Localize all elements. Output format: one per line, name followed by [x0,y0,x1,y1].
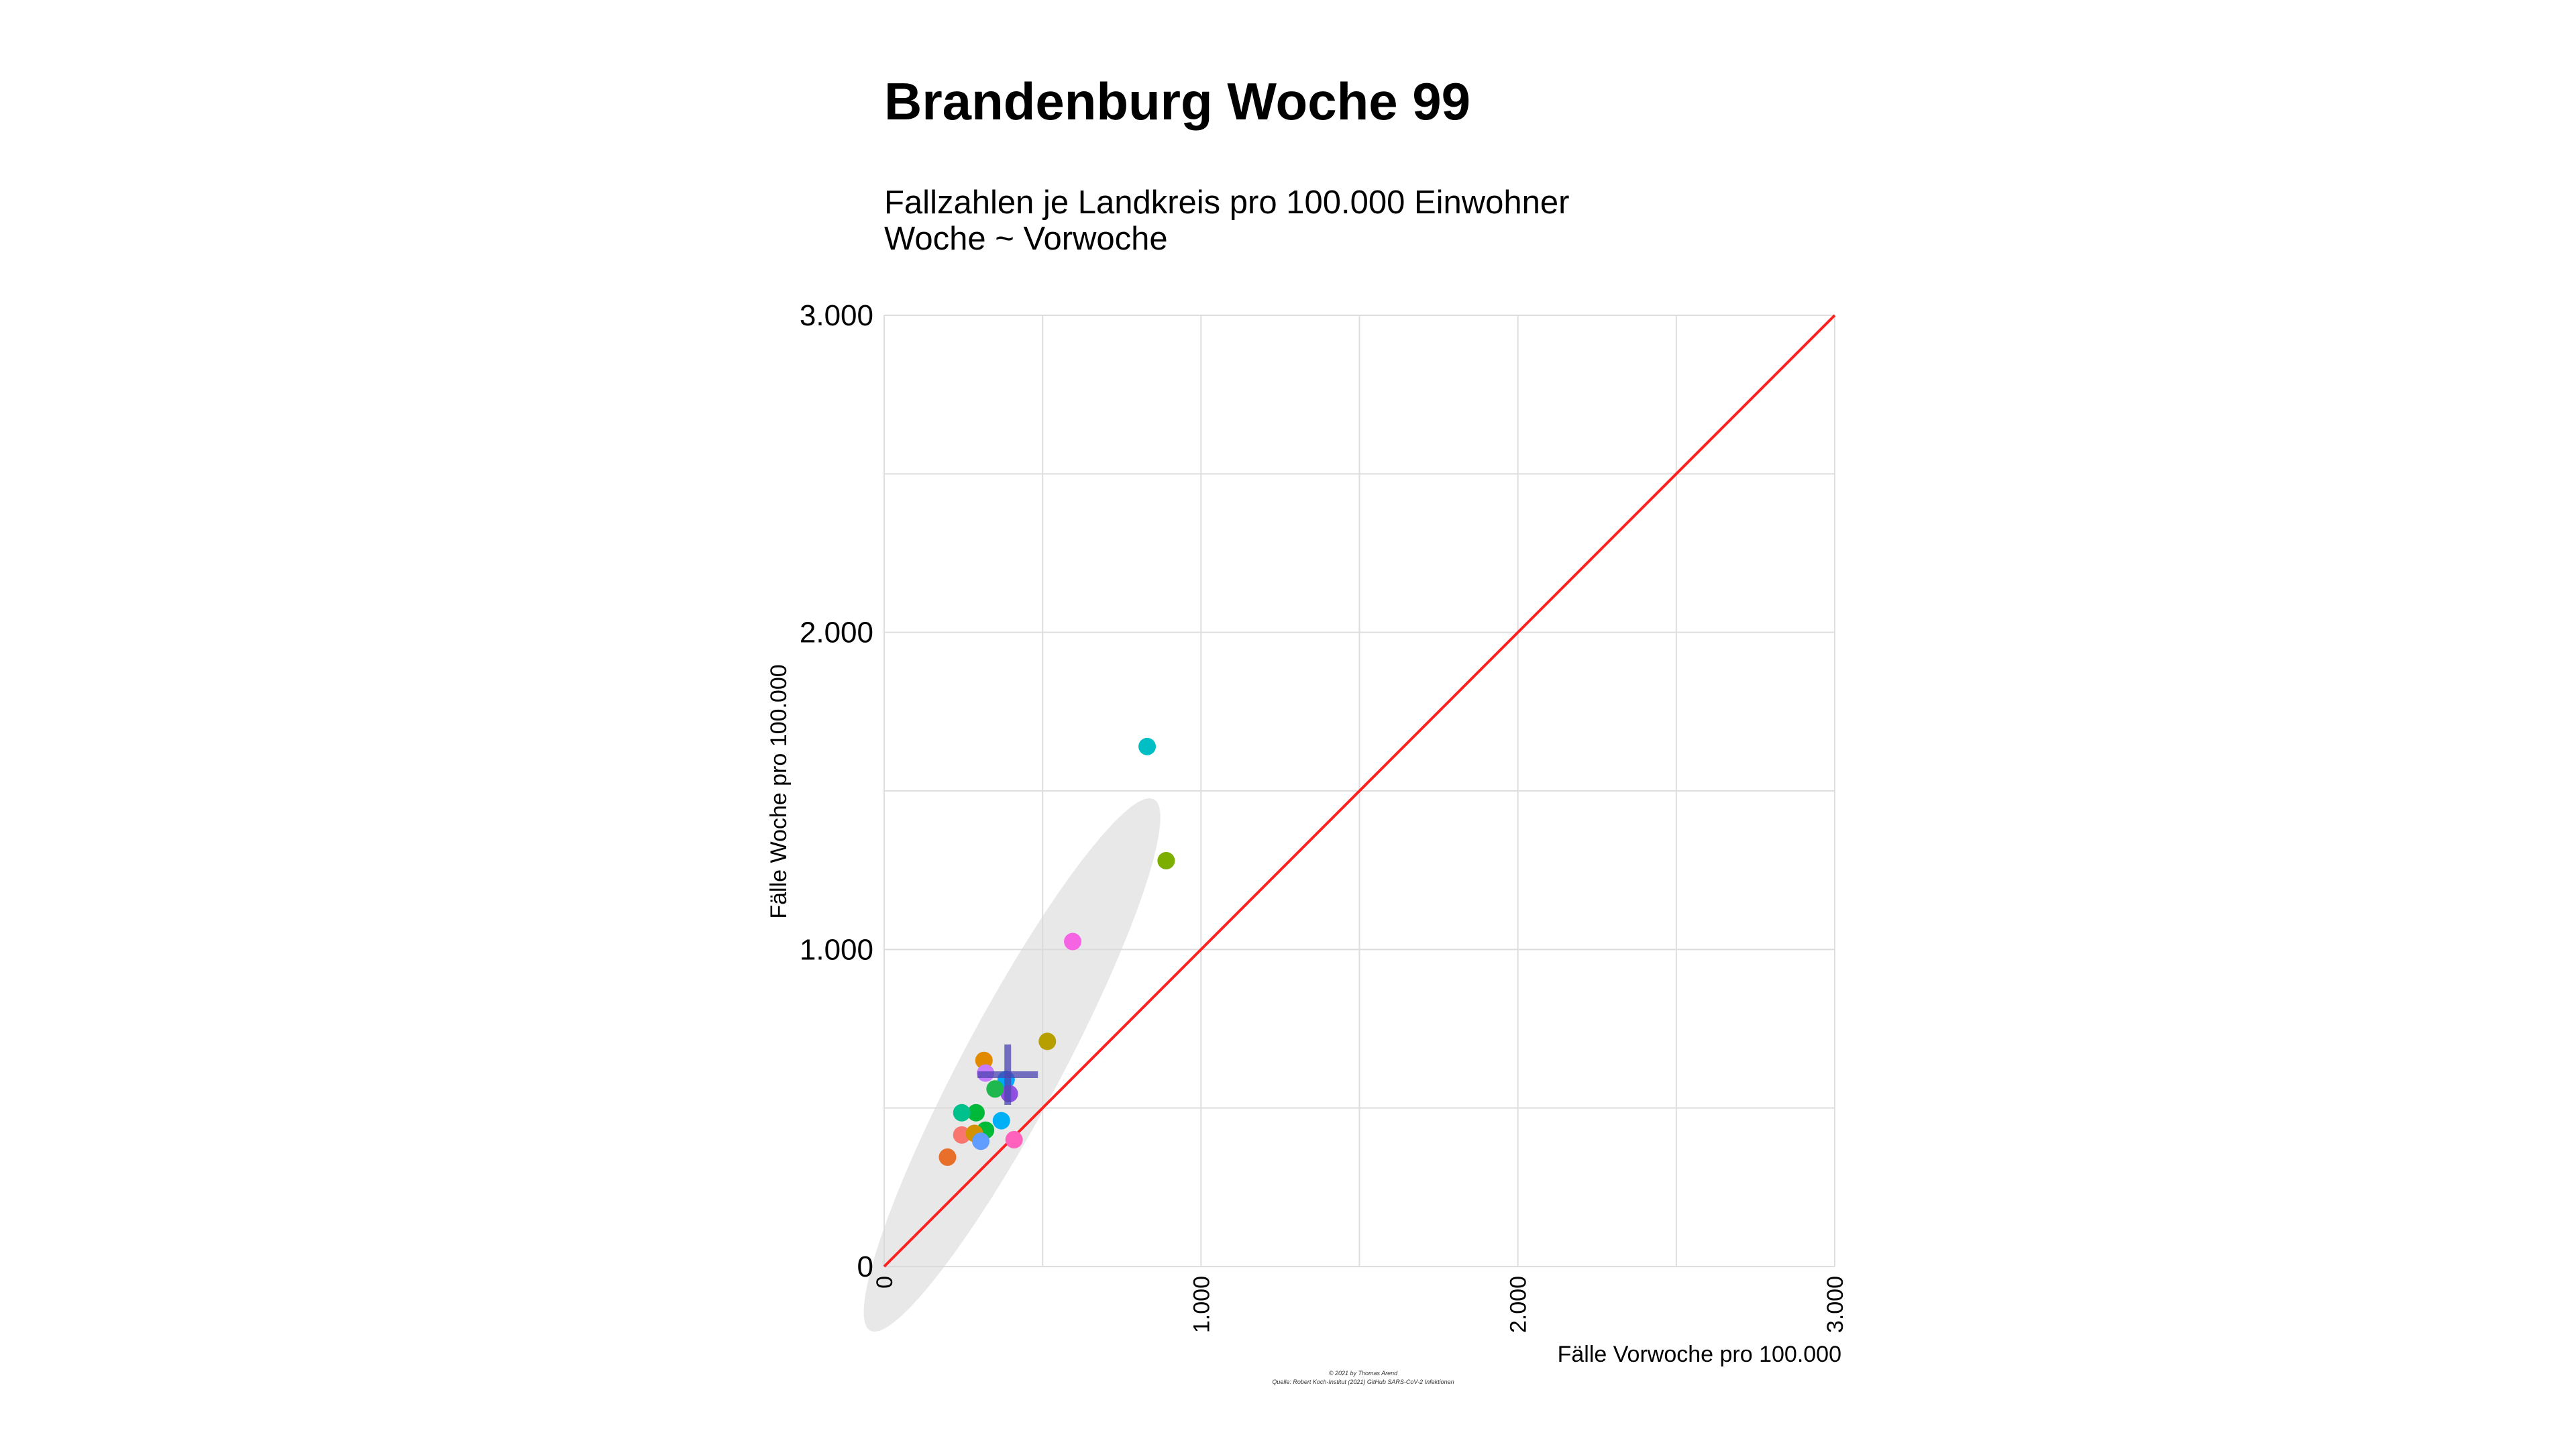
chart-subtitle-line-1: Fallzahlen je Landkreis pro 100.000 Einw… [884,184,1570,221]
data-point [975,1051,993,1069]
data-point [953,1104,971,1122]
chart-title: Brandenburg Woche 99 [884,72,1470,131]
y-axis-label: Fälle Woche pro 100.000 [766,664,792,918]
data-point [953,1126,971,1144]
caption-copyright: © 2021 by Thomas Arend [1329,1370,1398,1377]
data-point [938,1148,957,1166]
y-tick-label: 3.000 [800,299,873,332]
data-point [992,1112,1010,1130]
x-tick-label: 1.000 [1189,1276,1214,1333]
mean-marker-layer [977,1044,1038,1106]
x-axis-ticks: 0 1.000 2.000 3.000 [872,1276,1848,1333]
data-point [1064,932,1082,951]
reference-line-layer [883,314,1836,1268]
data-point [967,1104,985,1122]
y-axis-ticks: 0 1.000 2.000 3.000 [800,299,873,1283]
y-tick-label: 0 [857,1250,873,1283]
x-axis-label: Fälle Vorwoche pro 100.000 [1558,1342,1841,1367]
data-point [1038,1032,1057,1051]
data-point [1157,851,1175,869]
data-point [1138,737,1157,755]
confidence-ellipse [863,798,1161,1332]
diagonal-reference-line [883,314,1836,1268]
confidence-ellipse-layer [863,798,1161,1332]
x-tick-label: 0 [872,1276,898,1289]
y-tick-label: 2.000 [800,616,873,649]
caption-source: Quelle: Robert Koch-Institut (2021) GitH… [1272,1379,1454,1385]
data-point [972,1132,990,1150]
y-tick-label: 1.000 [800,933,873,966]
chart-subtitle-line-2: Woche ~ Vorwoche [884,221,1168,257]
data-point [1005,1130,1023,1148]
x-tick-label: 3.000 [1823,1276,1848,1333]
data-point [986,1080,1004,1098]
x-tick-label: 2.000 [1506,1276,1532,1333]
